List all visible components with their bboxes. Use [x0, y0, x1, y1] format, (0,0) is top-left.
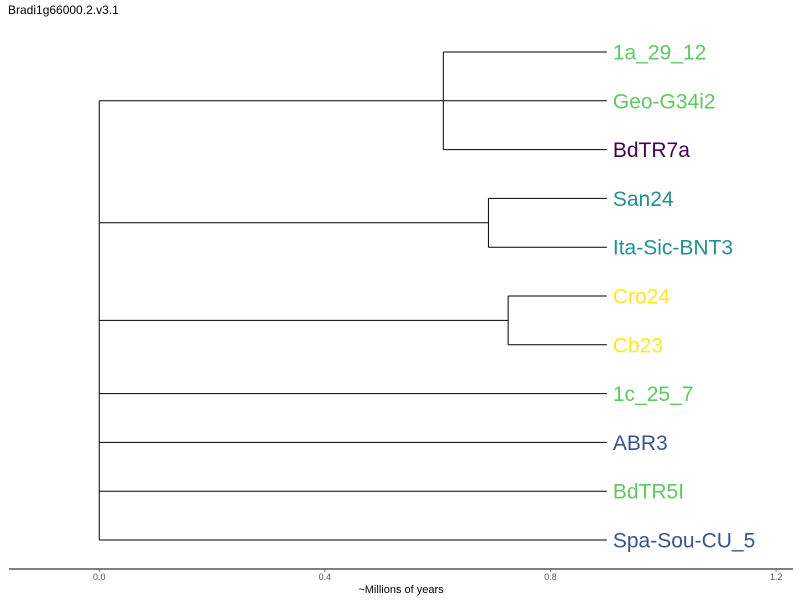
tree-branches [98, 51, 607, 541]
leaf-label: Cb23 [613, 334, 663, 357]
leaf-label: BdTR5I [613, 481, 684, 504]
leaf-label: San24 [613, 188, 674, 211]
axis-ticks: 0.0 0.4 0.8 1.2 [93, 569, 782, 582]
leaf-label: Spa-Sou-CU_5 [613, 530, 755, 553]
leaf-label: Geo-G34i2 [613, 90, 716, 113]
axis-tick-label: 0.0 [93, 572, 106, 582]
axis-title: ~Millions of years [358, 584, 444, 596]
axis-tick-label: 1.2 [770, 572, 783, 582]
leaf-label: Cro24 [613, 286, 671, 309]
chart-title: Bradi1g66000.2.v3.1 [8, 3, 119, 17]
leaf-label: Ita-Sic-BNT3 [613, 237, 733, 260]
leaf-label: 1a_29_12 [613, 42, 706, 65]
axis-tick-label: 0.8 [544, 572, 557, 582]
time-axis: 0.0 0.4 0.8 1.2 ~Millions of years [9, 568, 793, 596]
leaf-label: ABR3 [613, 432, 668, 455]
leaf-label: BdTR7a [613, 139, 690, 162]
tree-leaf-labels: 1a_29_12 Geo-G34i2 BdTR7a San24 Ita-Sic-BNT3… [613, 42, 755, 553]
axis-tick-label: 0.4 [319, 572, 332, 582]
leaf-label: 1c_25_7 [613, 383, 694, 406]
